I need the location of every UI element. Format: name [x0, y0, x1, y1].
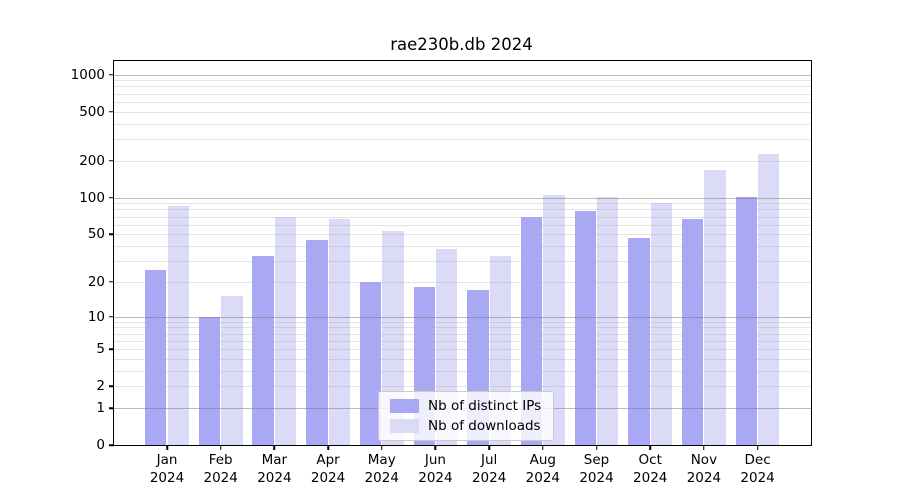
- x-tick-label: Feb 2024: [203, 452, 238, 486]
- gridline-major: [114, 74, 811, 76]
- legend-swatch-distinct-ips: [390, 399, 419, 413]
- plot-area: 1000 500 200 100 50 20 10 5 2 1 0 Jan 2024 Feb 2024 M…: [71, 60, 812, 486]
- x-tick-label: Mar 2024: [257, 452, 292, 486]
- x-tick: [542, 445, 544, 450]
- bar-downloads: [167, 205, 189, 446]
- bar-downloads: [328, 218, 350, 446]
- x-tick-label: Nov 2024: [686, 452, 722, 486]
- bar-downloads: [221, 296, 243, 446]
- y-tick-label: 20: [87, 273, 105, 290]
- x-tick-label: Aug 2024: [525, 452, 561, 486]
- gridline-minor: [114, 123, 811, 125]
- y-tick: [109, 315, 114, 318]
- y-tick: [109, 73, 114, 76]
- gridline-minor: [114, 111, 811, 113]
- x-tick: [703, 445, 705, 450]
- bar-distinct-ips: [306, 239, 328, 446]
- bar-distinct-ips: [252, 256, 274, 446]
- legend-label-distinct-ips: Nb of distinct IPs: [428, 398, 542, 414]
- x-tick: [219, 445, 222, 450]
- y-tick-label: 500: [79, 103, 105, 120]
- y-tick-label: 100: [79, 189, 105, 206]
- y-tick: [109, 385, 114, 388]
- x-tick: [756, 445, 759, 450]
- bar-distinct-ips: [198, 316, 221, 446]
- x-tick-label: Sep 2024: [579, 452, 614, 486]
- gridline-minor: [114, 93, 811, 95]
- x-tick-label: Dec 2024: [740, 452, 775, 486]
- y-tick: [109, 281, 114, 283]
- y-tick: [109, 159, 114, 162]
- x-tick: [327, 445, 329, 450]
- legend-swatch-downloads: [390, 419, 419, 433]
- x-tick: [434, 445, 437, 450]
- legend: Nb of distinct IPs Nb of downloads: [378, 391, 555, 441]
- x-tick: [649, 445, 651, 450]
- y-tick-label: 5: [96, 341, 105, 358]
- bar-distinct-ips: [359, 281, 382, 446]
- bar-distinct-ips: [735, 197, 758, 446]
- y-tick-label: 1: [96, 400, 105, 417]
- y-tick: [109, 407, 114, 409]
- y-tick: [109, 233, 114, 236]
- bar-downloads: [274, 216, 297, 446]
- y-tick: [109, 110, 114, 113]
- bar-distinct-ips: [628, 237, 650, 446]
- legend-item-downloads: Nb of downloads: [390, 418, 541, 434]
- bar-downloads: [758, 154, 780, 446]
- bar-downloads: [543, 195, 565, 446]
- x-tick-label: May 2024: [364, 452, 399, 486]
- gridline-minor: [114, 101, 811, 103]
- bar-downloads: [597, 197, 619, 446]
- legend-label-downloads: Nb of downloads: [428, 418, 541, 434]
- gridline-minor: [114, 160, 811, 162]
- y-tick-label: 0: [96, 437, 105, 454]
- y-tick: [109, 348, 114, 350]
- y-tick-label: 1000: [70, 66, 105, 83]
- y-tick: [109, 196, 114, 199]
- gridline-minor: [114, 86, 811, 88]
- x-tick-label: Jul 2024: [471, 452, 507, 486]
- x-tick: [273, 445, 276, 450]
- y-tick-label: 10: [87, 308, 105, 325]
- x-tick: [166, 445, 168, 450]
- x-tick: [488, 445, 490, 450]
- bar-downloads: [650, 202, 673, 446]
- x-tick: [381, 445, 383, 450]
- x-tick-label: Jan 2024: [149, 452, 185, 486]
- y-tick: [109, 444, 114, 447]
- x-tick-label: Apr 2024: [310, 452, 346, 486]
- y-tick-label: 2: [96, 378, 105, 395]
- bar-distinct-ips: [682, 218, 704, 446]
- chart-title: rae230b.db 2024: [390, 35, 533, 54]
- bar-distinct-ips: [574, 210, 596, 446]
- bar-distinct-ips: [145, 270, 167, 446]
- y-tick-label: 50: [87, 226, 105, 243]
- y-tick-label: 200: [79, 152, 105, 169]
- bar-downloads: [704, 169, 726, 446]
- gridline-minor: [114, 80, 811, 82]
- x-tick-label: Jun 2024: [418, 452, 453, 486]
- x-tick-label: Oct 2024: [633, 452, 668, 486]
- gridline-minor: [114, 138, 811, 140]
- x-tick: [595, 445, 598, 450]
- legend-item-distinct-ips: Nb of distinct IPs: [390, 398, 541, 414]
- bar-distinct-ips: [520, 216, 543, 446]
